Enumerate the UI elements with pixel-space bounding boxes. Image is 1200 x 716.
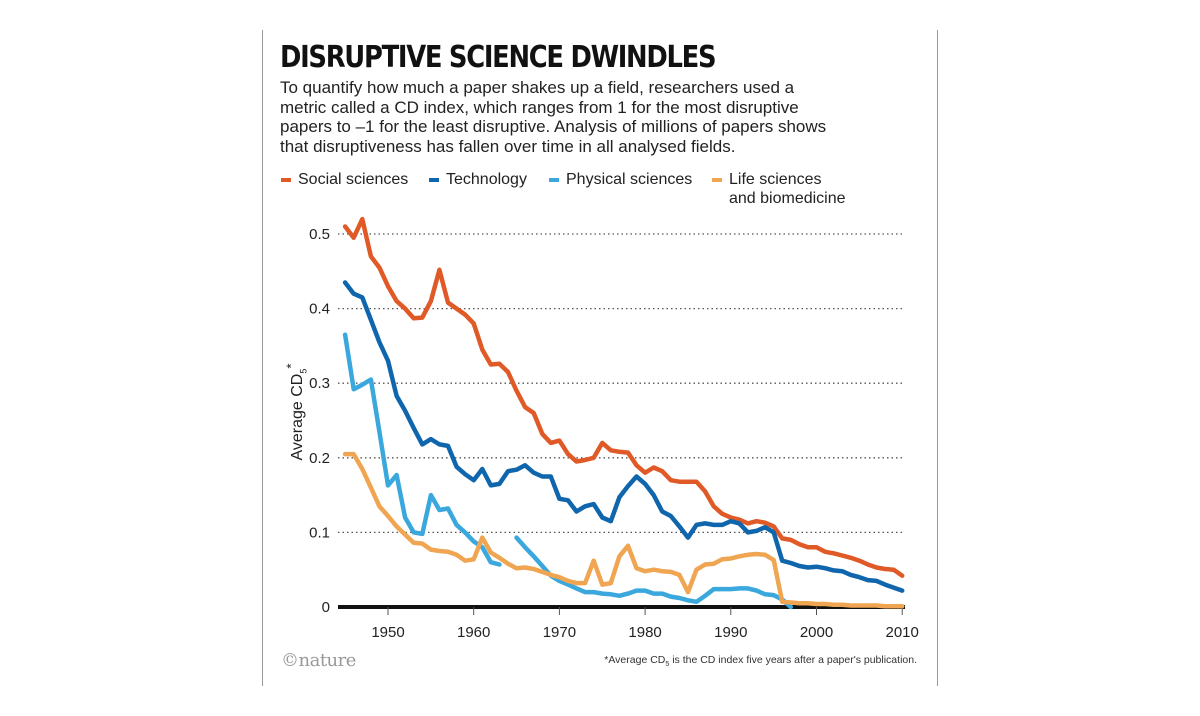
legend-label: Physical sciences (566, 171, 693, 188)
legend-swatch (712, 178, 722, 182)
x-tick-label: 1950 (371, 624, 404, 641)
x-tick-label: 1980 (628, 624, 661, 641)
series-line-physical-sciences (342, 332, 794, 610)
series-line-social-sciences (342, 216, 905, 578)
chart-subtitle: To quantify how much a paper shakes up a… (280, 78, 827, 156)
series-line-life-sciences-and-biomedicine (342, 451, 905, 609)
nature-logo: ©nature (281, 650, 356, 671)
legend-physical-sciences: Physical sciences (549, 170, 692, 189)
y-tick-label: 0 (322, 599, 330, 616)
legend-technology: Technology (429, 170, 527, 189)
y-tick-label: 0.5 (309, 226, 330, 243)
x-tick-label: 2010 (886, 624, 919, 641)
y-tick-label: 0.4 (309, 301, 330, 318)
y-tick-label: 0.2 (309, 450, 330, 467)
left-border (262, 30, 263, 686)
right-border (937, 30, 938, 686)
legend-life-sciences: Life sciences and biomedicine (712, 170, 846, 208)
series-line-technology (342, 280, 905, 593)
y-tick-label: 0.3 (309, 375, 330, 392)
chart-title: DISRUPTIVE SCIENCE DWINDLES (280, 40, 717, 75)
legend-social-sciences: Social sciences (281, 170, 408, 189)
x-tick-label: 2000 (800, 624, 833, 641)
x-tick-label: 1990 (714, 624, 747, 641)
legend-label: Life sciences and biomedicine (729, 171, 846, 207)
x-tick-label: 1960 (457, 624, 490, 641)
y-tick-label: 0.1 (309, 524, 330, 541)
footnote: *Average CD5 is the CD index five years … (604, 654, 917, 669)
legend-label: Social sciences (298, 171, 409, 188)
legend-label: Technology (446, 171, 527, 188)
x-tick-label: 1970 (543, 624, 576, 641)
legend-swatch (281, 178, 291, 182)
legend-swatch (429, 178, 439, 182)
legend-swatch (549, 178, 559, 182)
